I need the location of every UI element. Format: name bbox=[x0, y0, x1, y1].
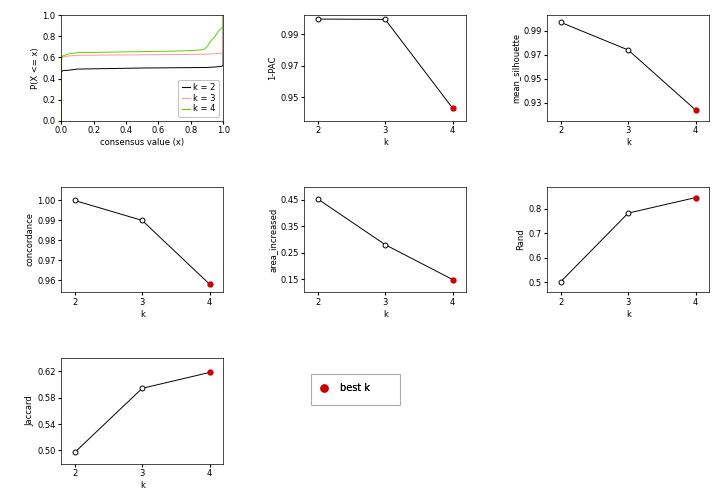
FancyBboxPatch shape bbox=[311, 374, 400, 406]
X-axis label: k: k bbox=[140, 309, 145, 319]
Y-axis label: Jaccard: Jaccard bbox=[25, 396, 35, 426]
Text: best k: best k bbox=[340, 383, 370, 393]
Y-axis label: P(X <= x): P(X <= x) bbox=[31, 47, 40, 89]
Legend: k = 2, k = 3, k = 4: k = 2, k = 3, k = 4 bbox=[179, 80, 219, 117]
X-axis label: k: k bbox=[383, 138, 387, 147]
X-axis label: k: k bbox=[383, 309, 387, 319]
Y-axis label: mean_silhouette: mean_silhouette bbox=[511, 33, 521, 103]
X-axis label: k: k bbox=[626, 138, 631, 147]
X-axis label: k: k bbox=[140, 481, 145, 490]
X-axis label: k: k bbox=[626, 309, 631, 319]
X-axis label: consensus value (x): consensus value (x) bbox=[100, 138, 184, 147]
Y-axis label: concordance: concordance bbox=[25, 212, 35, 267]
Y-axis label: 1-PAC: 1-PAC bbox=[269, 56, 277, 80]
Text: best k: best k bbox=[340, 383, 370, 393]
Y-axis label: area_increased: area_increased bbox=[269, 207, 277, 272]
Y-axis label: Rand: Rand bbox=[517, 229, 526, 250]
